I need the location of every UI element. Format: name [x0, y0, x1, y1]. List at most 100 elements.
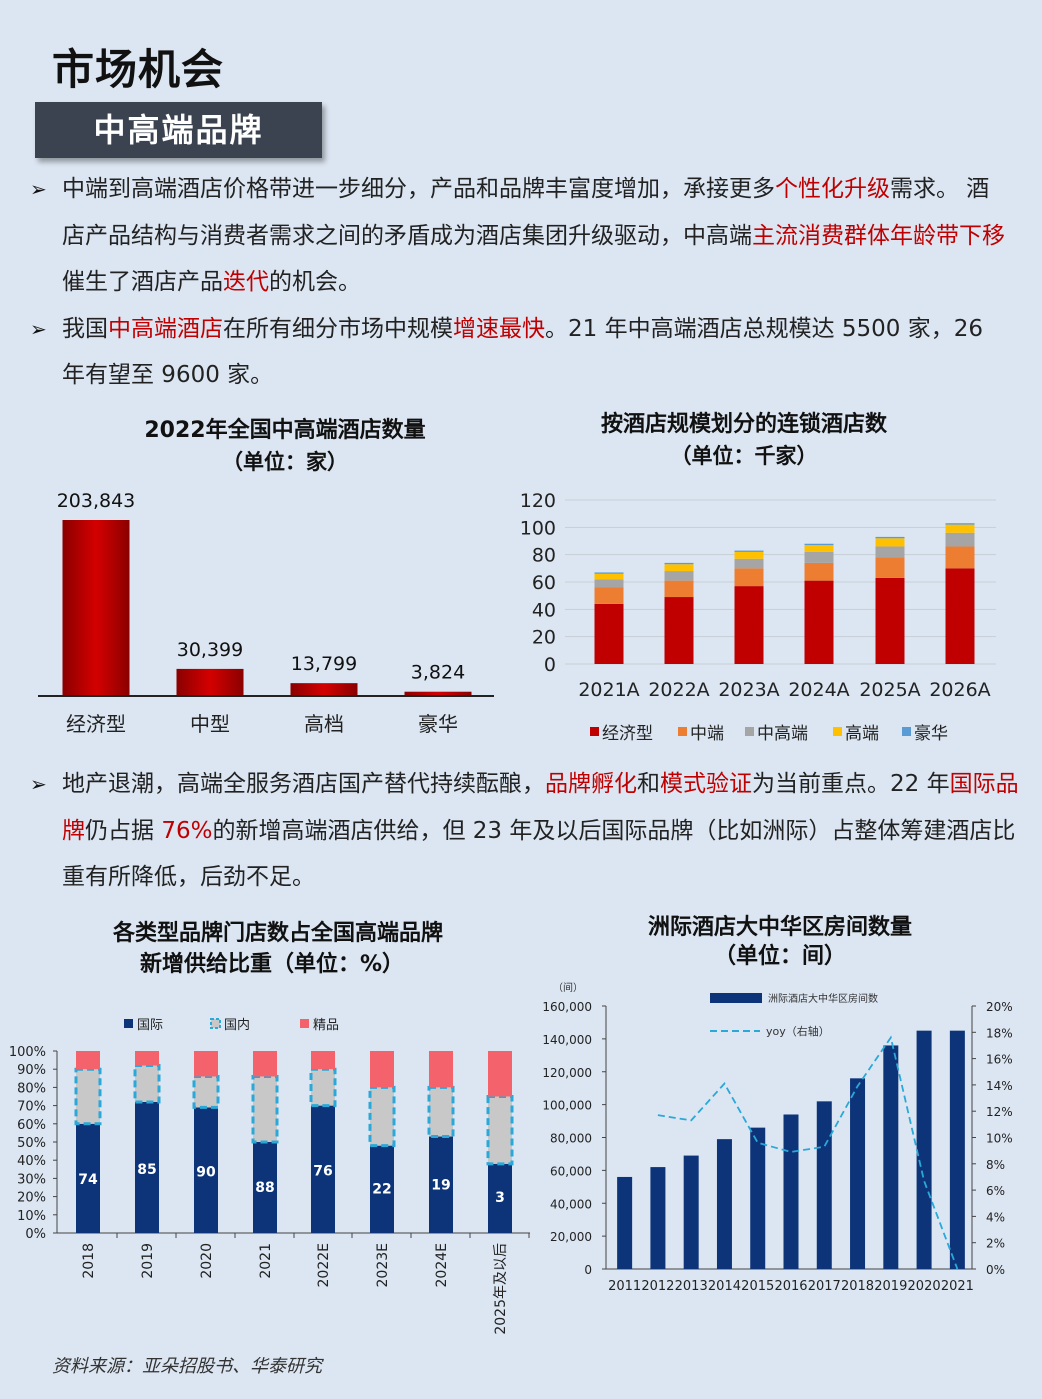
- x-tick-label: 2012: [641, 1279, 674, 1294]
- x-tick-label: 2026A: [929, 679, 990, 701]
- bar-segment: [76, 1051, 100, 1070]
- source-note: 资料来源：亚朵招股书、华泰研究: [52, 1356, 322, 1377]
- chart-title: 按酒店规模划分的连锁酒店数: [601, 411, 888, 437]
- bar: [783, 1114, 799, 1269]
- bar: [617, 1176, 633, 1269]
- x-tick-label: 豪华: [418, 712, 458, 736]
- bar: [949, 1030, 965, 1269]
- y2-tick-label: 10%: [986, 1132, 1013, 1146]
- chart-subtitle: （单位：间）: [714, 943, 846, 969]
- y-tick-label: 40: [532, 599, 556, 621]
- bullet-segment: 地产退潮，高端全服务酒店国产替代持续酝酿，: [62, 771, 545, 797]
- legend-label: 高端: [845, 724, 879, 744]
- bar: [290, 683, 358, 695]
- x-tick-label: 2022A: [648, 679, 709, 701]
- legend-swatch: [210, 1018, 221, 1029]
- bar-segment: [734, 558, 764, 569]
- bar-segment: [945, 532, 975, 547]
- bullet-segment: 我国: [62, 315, 108, 342]
- y-tick-label: 100%: [9, 1045, 46, 1060]
- y2-tick-label: 2%: [986, 1237, 1005, 1251]
- x-tick-label: 2018: [81, 1243, 97, 1279]
- legend-swatch: [124, 1019, 133, 1028]
- y2-tick-label: 14%: [986, 1079, 1013, 1093]
- bar-segment: [594, 587, 624, 604]
- y-tick-label: 20: [532, 627, 556, 649]
- x-tick-label: 2015: [741, 1279, 774, 1294]
- bar-segment: [875, 538, 905, 547]
- chart-subtitle: 新增供给比重（单位：%）: [140, 951, 404, 977]
- legend-label: 中高端: [757, 724, 808, 744]
- x-tick-label: 2024E: [434, 1243, 450, 1287]
- y2-tick-label: 6%: [986, 1184, 1005, 1198]
- bar-segment: [427, 1085, 455, 1139]
- bullet-segment: 个性化升级: [775, 176, 890, 202]
- y-tick-label: 80%: [17, 1081, 46, 1096]
- data-label: 90: [196, 1164, 216, 1180]
- bar-segment: [594, 573, 624, 580]
- x-tick-label: 经济型: [66, 712, 126, 736]
- bar-segment: [429, 1136, 453, 1233]
- bar: [750, 1127, 766, 1269]
- bar-segment: [253, 1142, 277, 1233]
- arrow-icon: ➢: [30, 316, 47, 341]
- bar-segment: [664, 597, 694, 664]
- y2-tick-label: 18%: [986, 1026, 1013, 1040]
- x-tick-label: 高档: [304, 712, 344, 736]
- chart-hotel-count-2022: 2022年全国中高端酒店数量 （单位：家） 203,843 经济型 30,399 中型 13…: [38, 417, 494, 736]
- data-label: 19: [431, 1178, 450, 1194]
- bar-segment: [370, 1145, 394, 1233]
- bar: [816, 1101, 832, 1269]
- bar-segment: [804, 545, 834, 552]
- y-tick-label: 60,000: [550, 1164, 592, 1178]
- bullet-segment: 品牌孵化: [545, 771, 637, 797]
- bar: [850, 1078, 866, 1269]
- bar-segment: [194, 1051, 218, 1077]
- legend-swatch: [833, 727, 842, 736]
- bar-segment: [734, 568, 764, 587]
- y-tick-label: 0: [544, 654, 556, 676]
- y-tick-label: 160,000: [542, 1000, 592, 1014]
- bullet-segment: 催生了酒店产品: [62, 269, 223, 295]
- chart-subtitle: （单位：家）: [222, 450, 348, 474]
- y-tick-label: 80,000: [550, 1132, 592, 1146]
- bar-segment: [251, 1074, 279, 1144]
- x-tick-label: 2020: [908, 1279, 941, 1294]
- bar-segment: [945, 523, 975, 525]
- bullet-segment: 。21 年中高端酒店总规模达 5500 家，26 年有望至 9600 家。: [62, 315, 983, 389]
- bar-segment: [194, 1107, 218, 1233]
- y-tick-label: 10%: [17, 1209, 46, 1224]
- data-label: 22: [372, 1182, 391, 1198]
- y-tick-label: 80: [532, 545, 556, 567]
- bullet-segment: 模式验证: [660, 771, 752, 797]
- y-tick-label: 120: [520, 490, 556, 512]
- bar-segment: [135, 1051, 159, 1066]
- legend-swatch: [678, 727, 687, 736]
- bullet-text: 我国中高端酒店在所有细分市场中规模增速最快。21 年中高端酒店总规模达 5500…: [62, 316, 983, 389]
- legend-label: 洲际酒店大中华区房间数: [768, 992, 878, 1005]
- bullet-segment: 的新增高端酒店供给，但 23 年及以后国际品牌（比如洲际）占整体筹建酒店比重有所…: [62, 817, 1016, 891]
- bar: [716, 1139, 732, 1269]
- y-tick-label: 60%: [17, 1118, 46, 1133]
- bullet-2: ➢ 我国中高端酒店在所有细分市场中规模增速最快。21 年中高端酒店总规模达 550…: [30, 306, 1005, 399]
- bar-segment: [664, 580, 694, 598]
- bullet-segment: 主流消费群体年龄带下移: [752, 222, 1005, 249]
- bar-segment: [311, 1051, 335, 1070]
- legend-label: 国际: [137, 1018, 163, 1033]
- bullet-segment: 和: [637, 771, 660, 797]
- y-tick-label: 60: [532, 572, 556, 594]
- x-tick-label: 2013: [675, 1279, 708, 1294]
- chart-chain-hotels-by-scale: 按酒店规模划分的连锁酒店数 （单位：千家） 0 20 40 60 80 100 120 2021A…: [520, 411, 996, 744]
- bar-segment: [135, 1101, 159, 1233]
- data-label: 3,824: [411, 662, 465, 684]
- y-tick-label: 120,000: [542, 1066, 592, 1080]
- legend-label: yoy（右轴）: [766, 1024, 830, 1038]
- bar-segment: [875, 577, 905, 664]
- x-tick-label: 2016: [774, 1279, 807, 1294]
- legend-swatch: [590, 727, 599, 736]
- bullet-1: ➢ 中端到高端酒店价格带进一步细分，产品和品牌丰富度增加，承接更多个性化升级需求。…: [30, 166, 1005, 306]
- bar-segment: [488, 1163, 512, 1233]
- y-tick-label: 30%: [17, 1172, 46, 1187]
- chart-title: 各类型品牌门店数占全国高端品牌: [112, 920, 443, 946]
